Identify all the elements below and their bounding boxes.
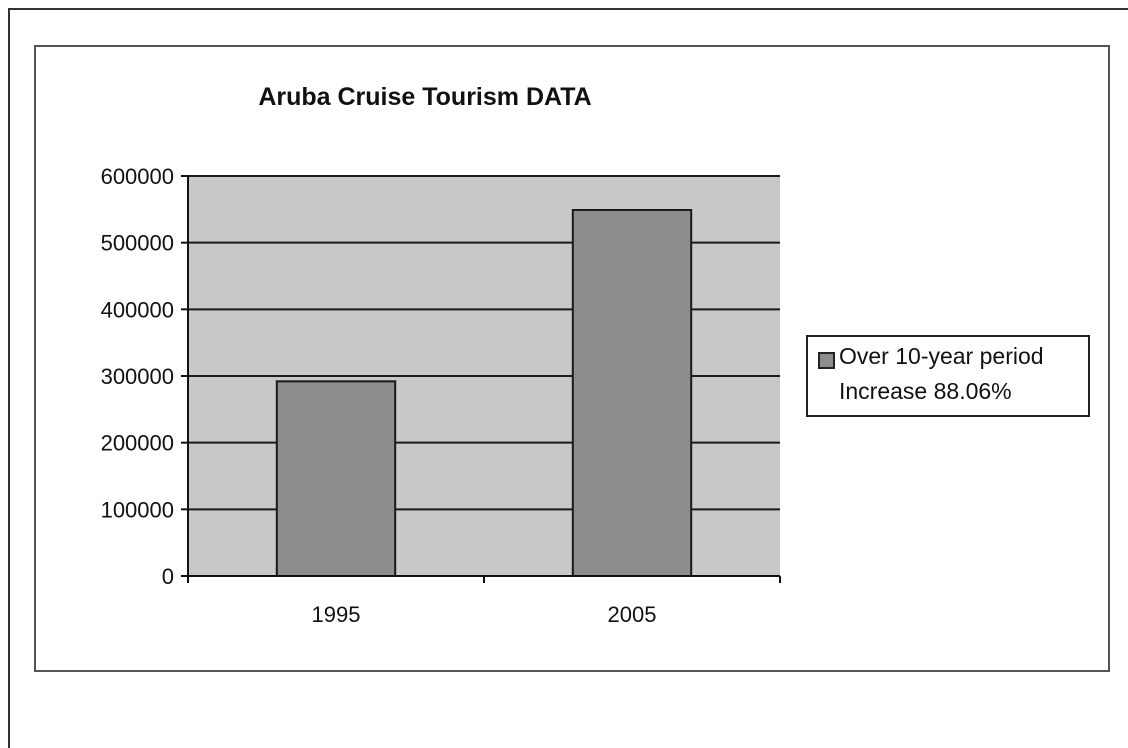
y-tick-label-100000: 100000 [101, 497, 174, 522]
legend-label-line-1: Over 10-year period [839, 343, 1044, 369]
legend-label-line-2: Increase 88.06% [839, 378, 1012, 404]
x-tick-label-1995: 1995 [312, 602, 361, 627]
chart-title: Aruba Cruise Tourism DATA [258, 83, 592, 111]
y-tick-label-600000: 600000 [101, 164, 174, 189]
y-tick-label-200000: 200000 [101, 431, 174, 456]
y-tick-label-0: 0 [162, 564, 174, 589]
bar-2005 [571, 209, 693, 577]
y-tick-label-400000: 400000 [101, 297, 174, 322]
y-tick-label-300000: 300000 [101, 364, 174, 389]
chart-plot: 0 100000 200000 300000 400000 500000 600000 199… [101, 164, 781, 627]
chart-area: Aruba Cruise Tourism DATA 0 100000 200000 3… [34, 45, 1110, 672]
x-tick-label-2005: 2005 [608, 602, 657, 627]
legend: Over 10-year period Increase 88.06% [806, 335, 1090, 417]
outer-frame [8, 8, 1128, 748]
y-tick-label-500000: 500000 [101, 231, 174, 256]
bar-1995 [275, 380, 397, 578]
legend-swatch [818, 352, 835, 369]
